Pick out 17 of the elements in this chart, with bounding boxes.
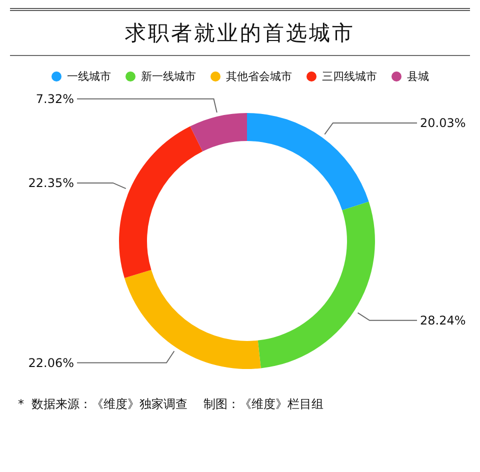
donut-slice <box>247 113 369 210</box>
data-label: 22.35% <box>28 176 74 190</box>
data-label: 22.06% <box>28 356 74 370</box>
legend-label: 新一线城市 <box>141 68 196 84</box>
data-label: 7.32% <box>36 92 74 106</box>
data-label: 20.03% <box>420 116 466 130</box>
donut-slice <box>119 126 203 278</box>
text: * 数据来源：《维度》独家调查 制图：《维度》栏目组 <box>17 396 324 413</box>
chart-title: 求职者就业的首选城市 <box>10 11 470 56</box>
legend-label: 县城 <box>407 68 429 84</box>
legend-label: 三四线城市 <box>322 68 377 84</box>
legend-label: 一线城市 <box>67 68 111 84</box>
donut-slice <box>258 202 375 368</box>
legend-label: 其他省会城市 <box>226 68 292 84</box>
data-label: 28.24% <box>420 313 466 328</box>
donut-slice <box>124 270 261 369</box>
donut-slice <box>190 113 247 152</box>
